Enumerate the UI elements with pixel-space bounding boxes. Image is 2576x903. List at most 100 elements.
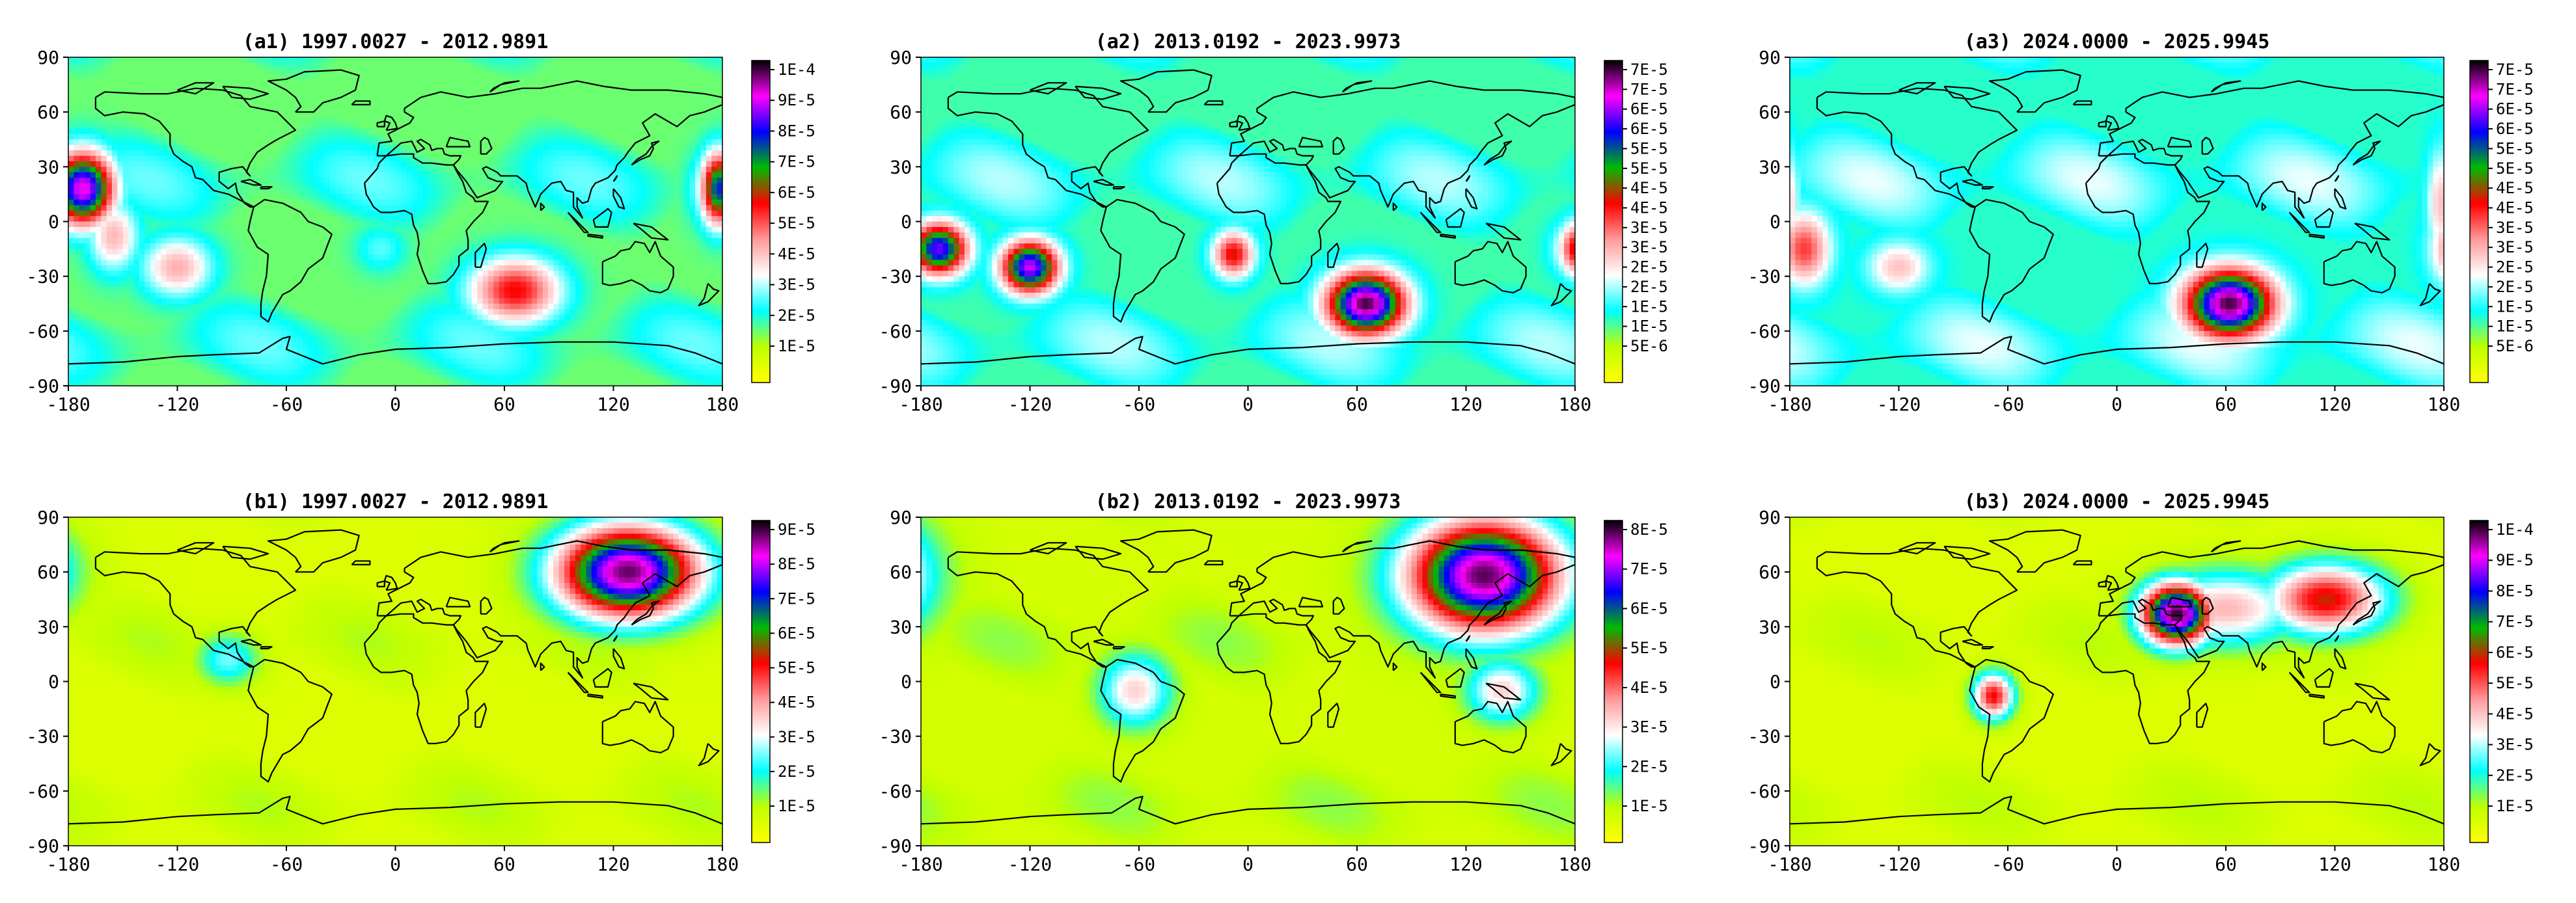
colorbar-tick-label: 1E-5 (2496, 317, 2534, 336)
colorbar-tick-label: 3E-5 (778, 276, 815, 294)
field-map (1790, 57, 2444, 386)
colorbar-tick-label: 5E-5 (1630, 639, 1668, 657)
colorbar-tick-label: 4E-5 (1630, 679, 1668, 697)
lon-tick-label: -180 (1768, 394, 1811, 415)
colorbar-tick-label: 5E-6 (2496, 337, 2534, 355)
colorbar-tick-label: 5E-5 (778, 214, 815, 232)
lat-tick-label: 60 (1759, 561, 1781, 583)
colorbar-tick-label: 6E-5 (2496, 643, 2534, 662)
lat-tick-label: 90 (890, 507, 912, 528)
panel-title: (b3) 2024.0000 - 2025.9945 (1964, 491, 2270, 513)
field-map (68, 517, 722, 846)
lat-tick-label: 0 (901, 671, 912, 693)
colorbar-tick-label: 1E-5 (2496, 297, 2534, 316)
panel-title: (b2) 2013.0192 - 2023.9973 (1095, 491, 1401, 513)
colorbar-tick-label: 9E-5 (2496, 551, 2534, 569)
lon-tick-label: 0 (1242, 854, 1254, 875)
lat-tick-label: 0 (1770, 671, 1781, 693)
colorbar-tick-label: 1E-4 (778, 61, 815, 79)
lon-tick-label: 0 (390, 394, 401, 415)
colorbar-tick-label: 7E-5 (1630, 560, 1668, 578)
lon-tick-label: 180 (1559, 854, 1592, 875)
colorbar-tick-label: 1E-5 (778, 337, 815, 355)
lon-tick-label: -60 (270, 394, 303, 415)
lon-tick-label: 180 (2428, 854, 2461, 875)
colorbar-tick-label: 4E-5 (2496, 199, 2534, 217)
field-map (68, 57, 722, 386)
lon-tick-label: -60 (1992, 394, 2025, 415)
colorbar-tick-label: 1E-5 (2496, 797, 2534, 815)
lon-tick-label: -60 (1123, 394, 1156, 415)
colorbar-tick-label: 6E-5 (778, 183, 815, 202)
lon-tick-label: 60 (1346, 854, 1368, 875)
lon-tick-label: 0 (2111, 854, 2122, 875)
colorbar-tick-label: 9E-5 (778, 91, 815, 109)
lon-tick-label: 60 (2215, 854, 2237, 875)
lon-tick-label: -120 (156, 394, 199, 415)
lat-tick-label: -30 (879, 726, 912, 748)
colorbar-tick-label: 5E-5 (778, 659, 815, 677)
coastlines (68, 529, 722, 825)
panel-title: (b1) 1997.0027 - 2012.9891 (243, 491, 549, 513)
colorbar-tick-label: 8E-5 (778, 555, 815, 573)
colorbar-tick-label: 7E-5 (1630, 61, 1668, 79)
lon-tick-label: -60 (1123, 854, 1156, 875)
lat-tick-label: 60 (1759, 101, 1781, 123)
lon-tick-label: 0 (2111, 394, 2122, 415)
lat-tick-label: -90 (879, 375, 912, 397)
lon-tick-label: -120 (1877, 854, 1921, 875)
lon-tick-label: -180 (46, 394, 90, 415)
colorbar-tick-label: 4E-5 (778, 694, 815, 712)
lon-tick-label: 60 (493, 854, 515, 875)
colorbar-tick-label: 7E-5 (2496, 80, 2534, 98)
coastlines (921, 529, 1575, 825)
lat-tick-label: 0 (901, 211, 912, 233)
panel-title: (a3) 2024.0000 - 2025.9945 (1964, 31, 2270, 53)
lat-tick-label: -90 (1747, 375, 1781, 397)
colorbar-tick-label: 6E-5 (2496, 120, 2534, 138)
colorbar-tick-label: 1E-5 (1630, 797, 1668, 815)
colorbar-tick-label: 4E-5 (2496, 179, 2534, 197)
colorbar-tick-label: 6E-5 (1630, 120, 1668, 138)
colorbar-tick-label: 8E-5 (778, 122, 815, 140)
lat-tick-label: -60 (879, 781, 912, 802)
lon-tick-label: -120 (1008, 854, 1052, 875)
colorbar-tick-label: 3E-5 (2496, 219, 2534, 237)
colorbar (751, 520, 771, 843)
colorbar (751, 60, 771, 383)
colorbar-tick-label: 5E-5 (1630, 159, 1668, 178)
lon-tick-label: -180 (46, 854, 90, 875)
colorbar-tick-label: 6E-5 (778, 624, 815, 642)
colorbar-tick-label: 2E-5 (2496, 258, 2534, 276)
lat-tick-label: 30 (1759, 616, 1781, 638)
colorbar (2469, 520, 2489, 843)
lon-tick-label: 120 (2318, 394, 2351, 415)
lat-tick-label: -90 (879, 835, 912, 857)
colorbar-tick-label: 4E-5 (778, 245, 815, 263)
lon-tick-label: -180 (899, 854, 942, 875)
colorbar-tick-label: 6E-5 (1630, 100, 1668, 118)
panel-b1: (b1) 1997.0027 - 2012.9891 -180 -120 -60 0 60… (26, 491, 815, 875)
lat-tick-label: 90 (890, 47, 912, 68)
colorbar-tick-label: 5E-5 (2496, 139, 2534, 157)
colorbar-tick-label: 7E-5 (778, 589, 815, 608)
lat-tick-label: 90 (1759, 47, 1781, 68)
panel-a2: (a2) 2013.0192 - 2023.9973 -180 -120 -60 0 60… (879, 31, 1667, 415)
colorbar-tick-label: 6E-5 (2496, 100, 2534, 118)
colorbar-tick-label: 3E-5 (778, 728, 815, 746)
field-map (921, 517, 1575, 846)
colorbar-tick-label: 7E-5 (1630, 80, 1668, 98)
colorbar-tick-label: 3E-5 (1630, 219, 1668, 237)
colorbar-tick-label: 3E-5 (2496, 736, 2534, 754)
colorbar-tick-label: 3E-5 (2496, 238, 2534, 256)
lat-tick-label: -90 (26, 375, 59, 397)
colorbar-tick-label: 1E-4 (2496, 520, 2534, 539)
lon-tick-label: 180 (2428, 394, 2461, 415)
lat-tick-label: -30 (1747, 726, 1781, 748)
lat-tick-label: -60 (26, 781, 59, 802)
lat-tick-label: 90 (1759, 507, 1781, 528)
panel-a1: (a1) 1997.0027 - 2012.9891 -180 -120 -60 0 60… (26, 31, 815, 415)
lon-tick-label: -120 (1008, 394, 1052, 415)
lon-tick-label: 180 (706, 394, 739, 415)
colorbar (1604, 60, 1623, 383)
